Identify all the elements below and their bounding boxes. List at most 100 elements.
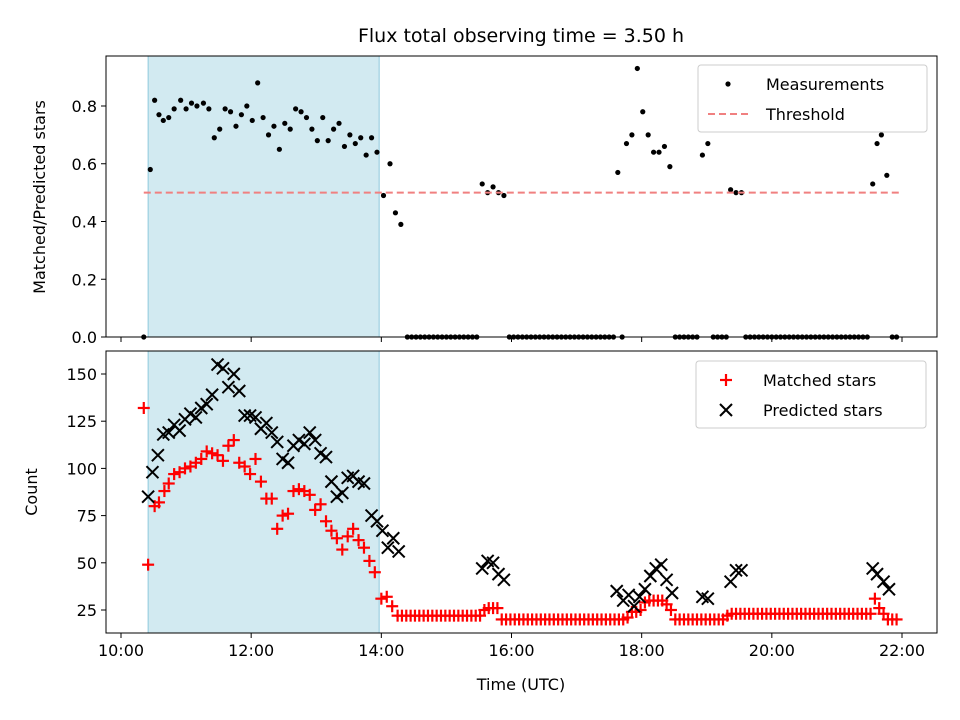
matched-stars-point — [868, 592, 881, 605]
matched-stars-point — [271, 522, 284, 535]
bottom-y-axis: 25 50 75 100 125 150 — [66, 365, 106, 620]
y-tick-label: 25 — [77, 601, 97, 620]
predicted-stars-point — [357, 476, 371, 491]
matched-stars-point — [152, 496, 165, 509]
measurement-point — [233, 123, 239, 129]
predicted-stars-point — [297, 437, 312, 451]
predicted-stars-point — [145, 465, 160, 479]
predicted-stars-point — [281, 456, 295, 470]
measurement-point — [183, 106, 189, 112]
top-axes-frame — [105, 55, 938, 338]
predicted-stars-point — [497, 573, 511, 587]
predicted-stars-point — [232, 384, 246, 398]
measurement-point — [634, 65, 640, 72]
predicted-stars-point — [627, 599, 641, 613]
bottom-plot-area — [137, 357, 903, 626]
matched-stars-point — [178, 462, 191, 475]
bottom-legend-label-0: Matched stars — [763, 371, 876, 390]
measurement-point — [699, 152, 706, 158]
matched-stars-point — [282, 507, 295, 520]
measurement-point — [347, 132, 353, 138]
matched-stars-point — [352, 534, 365, 547]
matched-stars-point — [864, 607, 877, 620]
matched-stars-point — [216, 454, 229, 467]
measurement-point — [374, 149, 380, 155]
predicted-stars-point — [151, 448, 165, 462]
observing-window-span — [147, 55, 380, 338]
measurement-point — [287, 126, 293, 132]
y-tick-label: 0.2 — [72, 270, 97, 289]
predicted-stars-point — [375, 523, 390, 538]
matched-stars-point — [276, 509, 289, 522]
x-tick-label: 10:00 — [98, 641, 144, 660]
bottom-y-axis-label: Count — [22, 468, 41, 516]
y-tick-label: 150 — [66, 365, 97, 384]
measurement-point — [645, 132, 651, 138]
predicted-stars-point — [391, 544, 406, 559]
predicted-stars-point — [876, 574, 891, 589]
measurement-point — [615, 169, 621, 176]
predicted-stars-point — [486, 556, 500, 570]
measurement-point — [178, 97, 184, 103]
measurement-point — [501, 192, 507, 199]
bottom-legend: Matched stars Predicted stars — [695, 360, 927, 429]
predicted-stars-point — [643, 569, 658, 583]
matched-stars-point — [254, 475, 267, 488]
predicted-stars-point — [610, 584, 624, 598]
predicted-stars-point — [189, 410, 203, 425]
matched-stars-point — [368, 566, 381, 579]
matched-stars-point — [380, 590, 393, 603]
measurement-point — [398, 221, 404, 227]
measurement-point — [629, 132, 635, 138]
measurement-point — [206, 106, 212, 112]
measurement-point — [249, 117, 255, 124]
matched-stars-point — [206, 447, 219, 460]
predicted-stars-point — [621, 588, 636, 602]
x-tick-label: 14:00 — [358, 641, 404, 660]
predicted-stars-point — [227, 367, 241, 381]
top-x-axis — [120, 337, 903, 342]
measurement-point — [298, 109, 304, 115]
predicted-stars-point — [303, 425, 317, 440]
measurement-point — [282, 120, 288, 126]
measurement-point — [358, 135, 364, 141]
measurement-point — [265, 132, 272, 138]
measurement-point — [314, 138, 320, 144]
measurement-point — [733, 190, 739, 196]
top-legend-box — [697, 64, 928, 133]
measurement-point — [479, 181, 485, 187]
y-tick-label: 0.6 — [72, 155, 97, 174]
predicted-stars-point — [199, 397, 214, 411]
x-tick-label: 22:00 — [879, 641, 925, 660]
predicted-stars-point — [882, 582, 896, 596]
predicted-stars-point — [324, 474, 339, 489]
measurement-point — [705, 140, 711, 147]
y-tick-label: 0.0 — [72, 328, 97, 347]
measurement-point — [276, 146, 282, 152]
measurement-point — [303, 114, 310, 121]
predicted-stars-point — [205, 388, 219, 402]
matched-stars-point — [162, 477, 175, 490]
measurement-point — [874, 140, 880, 147]
measurement-point — [194, 103, 200, 109]
matched-stars-point — [137, 401, 150, 414]
predicted-stars-point — [319, 450, 333, 464]
x-tick-label: 20:00 — [749, 641, 795, 660]
measurement-point — [331, 126, 337, 132]
matched-stars-point — [386, 600, 399, 613]
measurement-point — [188, 100, 195, 106]
matched-stars-point — [309, 503, 322, 516]
matched-stars-point — [363, 554, 376, 567]
predicted-stars-point — [308, 433, 322, 447]
predicted-stars-point — [386, 531, 400, 545]
measurement-point — [260, 114, 266, 121]
predicted-stars-point — [259, 416, 274, 430]
predicted-stars-point — [221, 380, 236, 394]
measurement-point — [490, 184, 496, 190]
measurement-point — [171, 106, 177, 112]
y-tick-label: 100 — [66, 459, 97, 478]
measurement-point — [309, 126, 315, 132]
matched-stars-point — [200, 445, 213, 458]
measurement-point — [160, 117, 166, 124]
